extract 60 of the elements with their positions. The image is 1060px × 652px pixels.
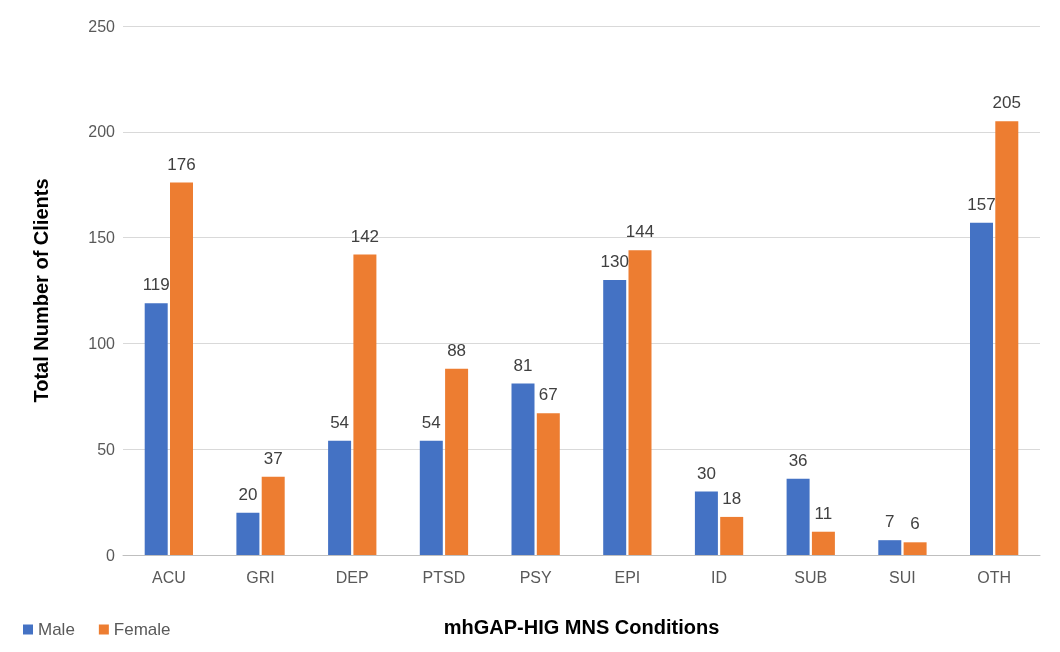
data-label: 54: [421, 412, 441, 432]
data-label: 157: [967, 194, 996, 214]
bar: [628, 250, 652, 555]
bar: [786, 478, 810, 555]
bar: [878, 540, 902, 555]
data-label: 20: [238, 484, 258, 504]
data-label: 142: [350, 226, 380, 246]
y-tick-label: 150: [88, 229, 116, 247]
data-label: 11: [814, 503, 833, 523]
bar: [995, 121, 1019, 555]
x-tick-label: EPI: [614, 568, 641, 586]
data-label: 119: [142, 275, 170, 295]
x-axis-title: mhGAP-HIG MNS Conditions: [443, 616, 720, 638]
x-tick-label: ACU: [151, 568, 186, 586]
bar: [511, 383, 535, 555]
bar: [536, 413, 560, 555]
data-label: 18: [722, 488, 742, 508]
y-tick-label: 50: [97, 440, 116, 458]
y-tick-label: 250: [88, 17, 116, 35]
bar: [170, 182, 193, 555]
bar: [445, 368, 469, 555]
data-label: 144: [625, 222, 655, 242]
x-tick-label: PSY: [519, 568, 552, 586]
data-label: 7: [885, 512, 895, 532]
bar: [353, 254, 377, 555]
x-tick-label: SUI: [889, 568, 916, 586]
x-tick-label: OTH: [977, 568, 1012, 586]
legend-label: Female: [113, 620, 171, 639]
y-tick-label: 0: [106, 546, 116, 564]
bar: [603, 279, 627, 555]
data-label: 205: [992, 93, 1021, 113]
bar: [236, 512, 260, 555]
data-label: 54: [330, 412, 350, 432]
x-tick-label: SUB: [794, 568, 828, 586]
bar: [970, 222, 993, 555]
data-label: 37: [263, 448, 283, 468]
bar: [720, 516, 744, 555]
x-tick-label: DEP: [335, 568, 369, 586]
x-tick-label: PTSD: [422, 568, 466, 586]
data-label: 30: [696, 463, 716, 483]
data-label: 67: [538, 385, 558, 405]
data-label: 88: [447, 340, 467, 360]
bar: [903, 542, 927, 555]
x-tick-label: ID: [711, 568, 728, 586]
x-tick-label: GRI: [246, 568, 275, 586]
legend-label: Male: [38, 620, 75, 639]
bar: [144, 303, 168, 555]
data-label: 6: [910, 514, 920, 534]
data-label: 36: [788, 450, 808, 470]
data-label: 81: [513, 355, 533, 375]
bar: [328, 440, 352, 555]
y-axis-title: Total Number of Clients: [30, 178, 52, 403]
bar: [419, 440, 443, 555]
data-label: 176: [167, 154, 196, 174]
bar: [811, 531, 835, 555]
bar: [694, 491, 718, 555]
bar: [261, 476, 285, 555]
y-tick-label: 100: [88, 334, 116, 352]
y-tick-label: 200: [88, 123, 116, 141]
data-label: 130: [600, 251, 629, 271]
